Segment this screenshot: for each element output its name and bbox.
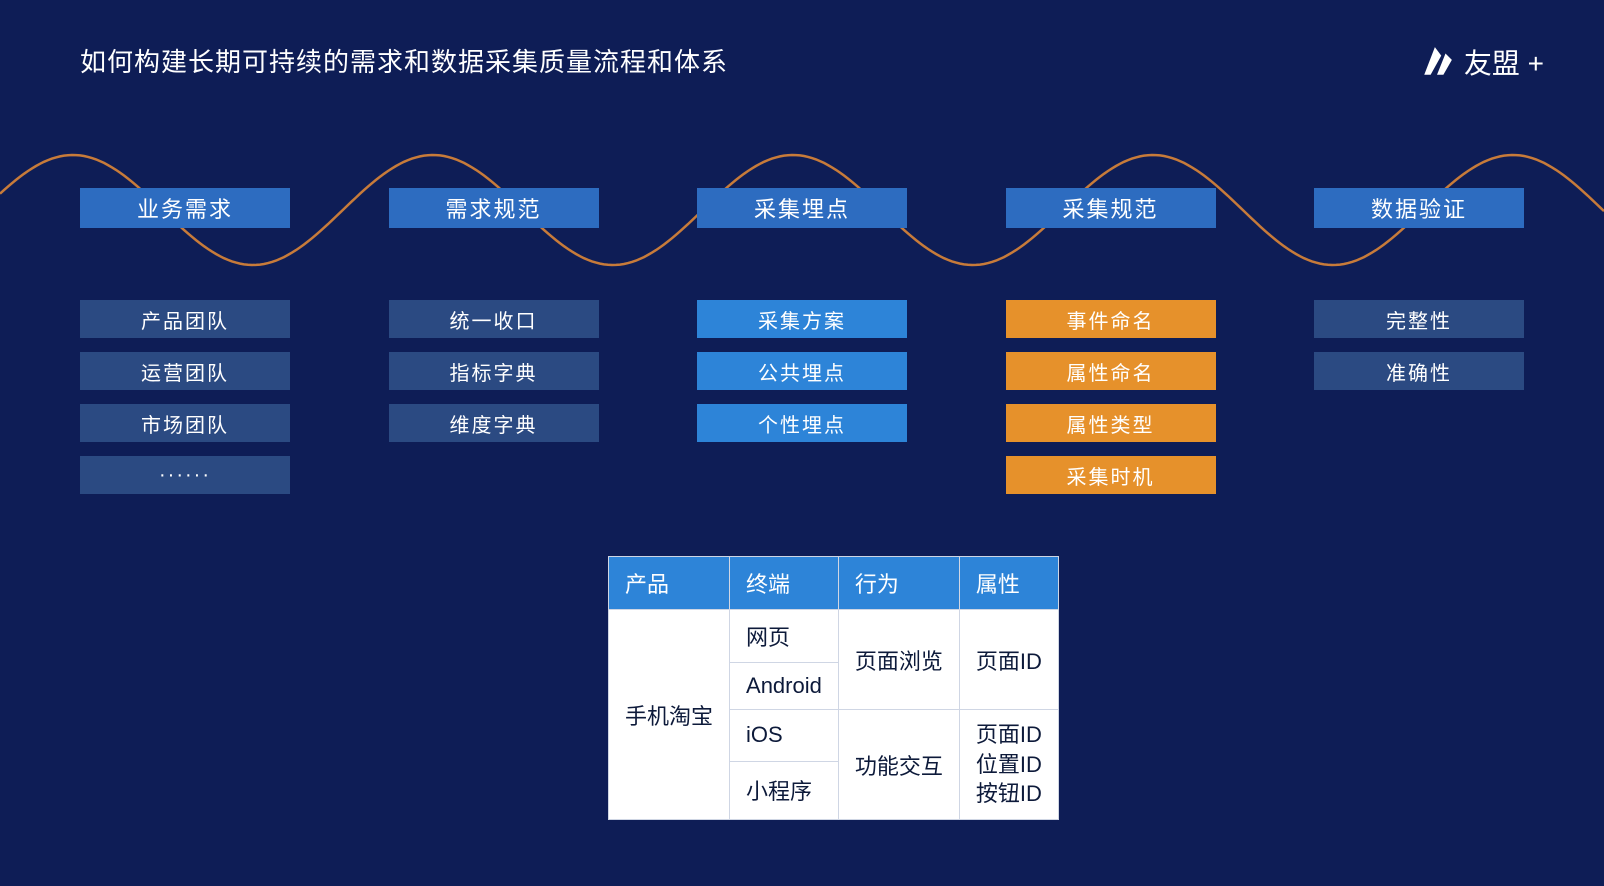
brand-text: 友盟 + bbox=[1464, 42, 1544, 82]
pill: 维度字典 bbox=[389, 404, 599, 442]
stage-row: 业务需求 需求规范 采集埋点 采集规范 数据验证 bbox=[0, 188, 1604, 228]
cell-product: 手机淘宝 bbox=[609, 610, 730, 820]
pill: 采集时机 bbox=[1006, 456, 1216, 494]
cell-attr-multi: 页面ID位置ID按钮ID bbox=[959, 710, 1058, 820]
stage-label: 采集埋点 bbox=[697, 188, 907, 228]
cell-terminal: iOS bbox=[730, 710, 839, 762]
pill: ······ bbox=[80, 456, 290, 494]
cell-behavior: 功能交互 bbox=[838, 710, 959, 820]
pill: 属性命名 bbox=[1006, 352, 1216, 390]
column: 完整性准确性 bbox=[1314, 300, 1524, 494]
pill: 个性埋点 bbox=[697, 404, 907, 442]
brand-logo: 友盟 + bbox=[1420, 42, 1544, 82]
pill: 事件命名 bbox=[1006, 300, 1216, 338]
column: 产品团队运营团队市场团队 ······ bbox=[80, 300, 290, 494]
pill: 完整性 bbox=[1314, 300, 1524, 338]
naming-table-wrap: 产品 终端 行为 属性 手机淘宝 网页 页面浏览 页面ID Android iO… bbox=[608, 556, 1059, 820]
pill: 指标字典 bbox=[389, 352, 599, 390]
columns: 产品团队运营团队市场团队······统一收口指标字典维度字典采集方案公共埋点个性… bbox=[0, 300, 1604, 494]
th-attr: 属性 bbox=[959, 557, 1058, 610]
column: 事件命名属性命名属性类型采集时机 bbox=[1006, 300, 1216, 494]
pill: 运营团队 bbox=[80, 352, 290, 390]
cell-terminal: 小程序 bbox=[730, 761, 839, 819]
page-title: 如何构建长期可持续的需求和数据采集质量流程和体系 bbox=[80, 42, 728, 79]
pill: 统一收口 bbox=[389, 300, 599, 338]
column: 采集方案公共埋点个性埋点 bbox=[697, 300, 907, 494]
pill: 属性类型 bbox=[1006, 404, 1216, 442]
stage-label: 采集规范 bbox=[1006, 188, 1216, 228]
th-behavior: 行为 bbox=[838, 557, 959, 610]
pill: 公共埋点 bbox=[697, 352, 907, 390]
cell-terminal: 网页 bbox=[730, 610, 839, 663]
pill: 准确性 bbox=[1314, 352, 1524, 390]
brand-icon bbox=[1420, 45, 1454, 79]
stage-label: 业务需求 bbox=[80, 188, 290, 228]
stage-label: 数据验证 bbox=[1314, 188, 1524, 228]
column: 统一收口指标字典维度字典 bbox=[389, 300, 599, 494]
pill: 产品团队 bbox=[80, 300, 290, 338]
naming-table: 产品 终端 行为 属性 手机淘宝 网页 页面浏览 页面ID Android iO… bbox=[608, 556, 1059, 820]
pill: 采集方案 bbox=[697, 300, 907, 338]
cell-terminal: Android bbox=[730, 663, 839, 710]
th-product: 产品 bbox=[609, 557, 730, 610]
stage-label: 需求规范 bbox=[389, 188, 599, 228]
th-terminal: 终端 bbox=[730, 557, 839, 610]
cell-attr: 页面ID bbox=[959, 610, 1058, 710]
cell-behavior: 页面浏览 bbox=[838, 610, 959, 710]
pill: 市场团队 bbox=[80, 404, 290, 442]
